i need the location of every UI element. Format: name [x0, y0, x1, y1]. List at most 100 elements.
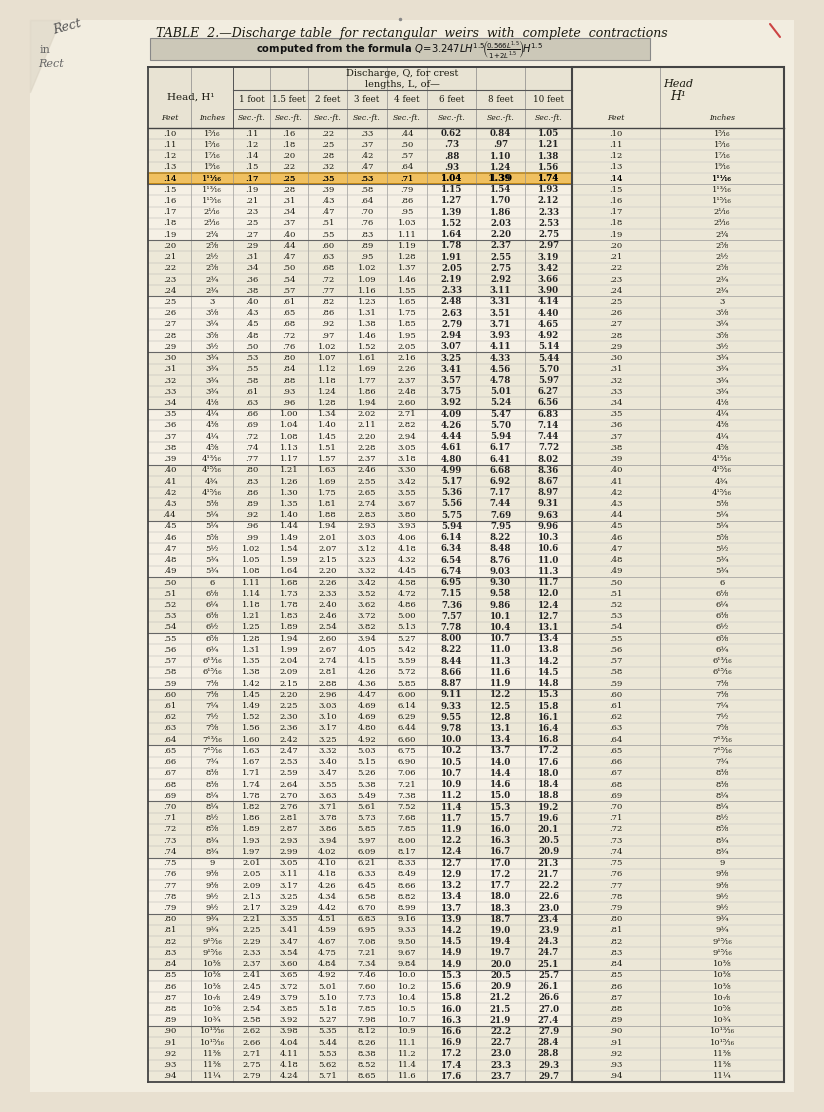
Text: .94: .94	[163, 1072, 176, 1081]
Text: .76: .76	[283, 342, 296, 351]
Text: 1.75: 1.75	[318, 489, 337, 497]
Text: 2.81: 2.81	[318, 668, 337, 676]
Text: .95: .95	[400, 208, 414, 216]
Text: .96: .96	[283, 399, 296, 407]
Text: .73: .73	[444, 140, 459, 149]
Text: 3.03: 3.03	[358, 534, 377, 542]
Text: 1¹¹⁄₁₆: 1¹¹⁄₁₆	[202, 175, 222, 182]
Text: 13.7: 13.7	[490, 746, 511, 755]
Text: .83: .83	[163, 949, 176, 957]
Text: 2.17: 2.17	[242, 904, 261, 912]
Text: 15.3: 15.3	[441, 971, 462, 980]
Text: .25: .25	[163, 298, 176, 306]
Text: .35: .35	[321, 175, 335, 182]
FancyBboxPatch shape	[148, 364, 572, 375]
Text: 3.72: 3.72	[358, 613, 377, 620]
Text: 20.1: 20.1	[538, 825, 559, 834]
Text: 1.04: 1.04	[279, 421, 298, 429]
Text: 2¾: 2¾	[205, 287, 218, 295]
Text: .86: .86	[400, 197, 414, 205]
Text: .61: .61	[163, 702, 176, 709]
Text: 3.78: 3.78	[318, 814, 337, 822]
Text: .64: .64	[163, 736, 176, 744]
Text: .73: .73	[609, 836, 623, 845]
Text: 2⁵⁄₈: 2⁵⁄₈	[715, 241, 728, 250]
Text: .77: .77	[321, 287, 335, 295]
Text: 2.20: 2.20	[280, 691, 298, 698]
Text: 1.89: 1.89	[242, 825, 261, 834]
Text: .92: .92	[245, 512, 258, 519]
Text: 20.5: 20.5	[490, 971, 511, 980]
Text: .95: .95	[360, 254, 374, 261]
Text: 1¹³⁄₁₆: 1¹³⁄₁₆	[202, 186, 222, 193]
Text: 8.48: 8.48	[489, 545, 511, 554]
FancyBboxPatch shape	[148, 756, 572, 767]
Text: 2.41: 2.41	[242, 972, 261, 980]
Text: 9³⁄₈: 9³⁄₈	[205, 871, 218, 878]
Text: 23.0: 23.0	[538, 904, 559, 913]
Text: 4.59: 4.59	[318, 926, 337, 934]
Text: Sec.-ft.: Sec.-ft.	[393, 115, 421, 122]
Text: 2.28: 2.28	[358, 444, 377, 451]
Text: .93: .93	[283, 388, 296, 396]
Text: 19.2: 19.2	[538, 803, 559, 812]
Text: 22.7: 22.7	[490, 1039, 511, 1048]
Text: 11.3: 11.3	[538, 567, 559, 576]
Text: .17: .17	[245, 175, 258, 182]
FancyBboxPatch shape	[148, 903, 572, 914]
Text: .89: .89	[163, 1016, 176, 1024]
Text: .47: .47	[163, 545, 176, 553]
Text: .15: .15	[163, 186, 176, 193]
Text: 12.0: 12.0	[538, 589, 559, 598]
Text: .34: .34	[283, 208, 296, 216]
Text: 8¼: 8¼	[715, 803, 728, 811]
Text: 3.55: 3.55	[318, 781, 337, 788]
Text: .22: .22	[610, 265, 623, 272]
Text: .18: .18	[609, 219, 623, 227]
Text: .43: .43	[163, 500, 176, 508]
Text: 6⁵⁄₈: 6⁵⁄₈	[715, 635, 728, 643]
Text: .10: .10	[163, 130, 176, 138]
Text: 1.38: 1.38	[242, 668, 261, 676]
Text: 2.25: 2.25	[242, 926, 260, 934]
Text: .77: .77	[609, 882, 623, 890]
Text: 5½: 5½	[715, 545, 728, 553]
Text: 5.03: 5.03	[358, 747, 377, 755]
Text: 1.69: 1.69	[318, 477, 337, 486]
Text: .70: .70	[163, 803, 176, 811]
Text: 1.30: 1.30	[279, 489, 298, 497]
Text: 3.47: 3.47	[279, 937, 298, 945]
Text: .63: .63	[245, 399, 258, 407]
Text: Rect: Rect	[52, 17, 83, 37]
Text: 5.71: 5.71	[318, 1072, 337, 1081]
Text: 16.3: 16.3	[441, 1015, 462, 1025]
Text: 10³⁄₈: 10³⁄₈	[203, 960, 222, 969]
Text: 4¹⁵⁄₁₆: 4¹⁵⁄₁₆	[712, 466, 732, 475]
Text: 9¾: 9¾	[205, 915, 218, 923]
Text: 4.18: 4.18	[318, 871, 337, 878]
Text: 4.69: 4.69	[358, 702, 377, 709]
Text: 2.29: 2.29	[242, 937, 260, 945]
FancyBboxPatch shape	[148, 330, 572, 341]
Text: .79: .79	[400, 186, 414, 193]
Text: .20: .20	[163, 241, 176, 250]
Text: 1.71: 1.71	[242, 770, 261, 777]
Text: 1 foot: 1 foot	[239, 95, 265, 105]
Text: 20.5: 20.5	[538, 836, 559, 845]
Text: 3¾: 3¾	[715, 377, 728, 385]
Text: 22.2: 22.2	[490, 1027, 511, 1036]
Text: .13: .13	[609, 163, 623, 171]
Text: 4.78: 4.78	[489, 376, 511, 385]
Text: .50: .50	[610, 578, 623, 586]
Text: Sec.-ft.: Sec.-ft.	[438, 115, 466, 122]
Text: 1.88: 1.88	[318, 512, 337, 519]
Text: 9½: 9½	[715, 893, 728, 901]
Text: 6¼: 6¼	[205, 600, 218, 609]
Text: .47: .47	[609, 545, 623, 553]
Text: 15.8: 15.8	[441, 993, 462, 1002]
Text: 4.47: 4.47	[358, 691, 377, 698]
Text: 9.31: 9.31	[538, 499, 559, 508]
Text: 2½: 2½	[715, 254, 728, 261]
Text: 1.55: 1.55	[398, 287, 416, 295]
Text: 16.3: 16.3	[490, 836, 511, 845]
